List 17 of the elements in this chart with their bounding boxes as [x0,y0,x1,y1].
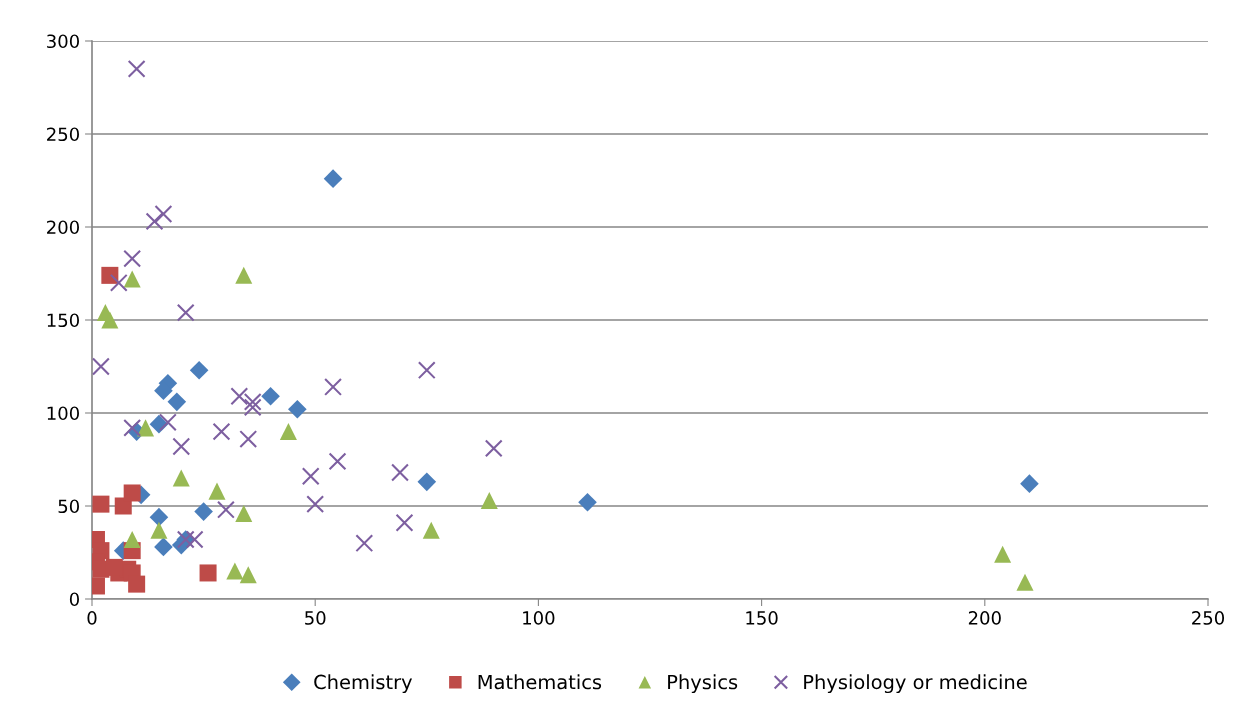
x-tick-label: 250 [1192,611,1225,625]
y-tick-label: 250 [47,127,79,142]
y-tick-label: 200 [47,220,79,235]
y-tick-label: 300 [47,34,79,49]
y-tick-label: 100 [47,406,79,421]
legend-label: Mathematics [478,674,602,690]
y-tick-label: 0 [69,592,79,607]
y-tick-label: 50 [58,499,79,514]
x-tick-label: 150 [746,611,778,625]
x-tick-label: 50 [305,611,326,625]
x-tick-label: 200 [968,611,1001,625]
y-tick-label: 150 [47,313,79,328]
x-tick-label: 0 [87,611,97,625]
legend-label: Chemistry [314,674,412,694]
legend-label: Physiology or medicine [804,674,1027,694]
legend-label: Physics [668,674,738,694]
x-tick-label: 100 [523,611,555,625]
